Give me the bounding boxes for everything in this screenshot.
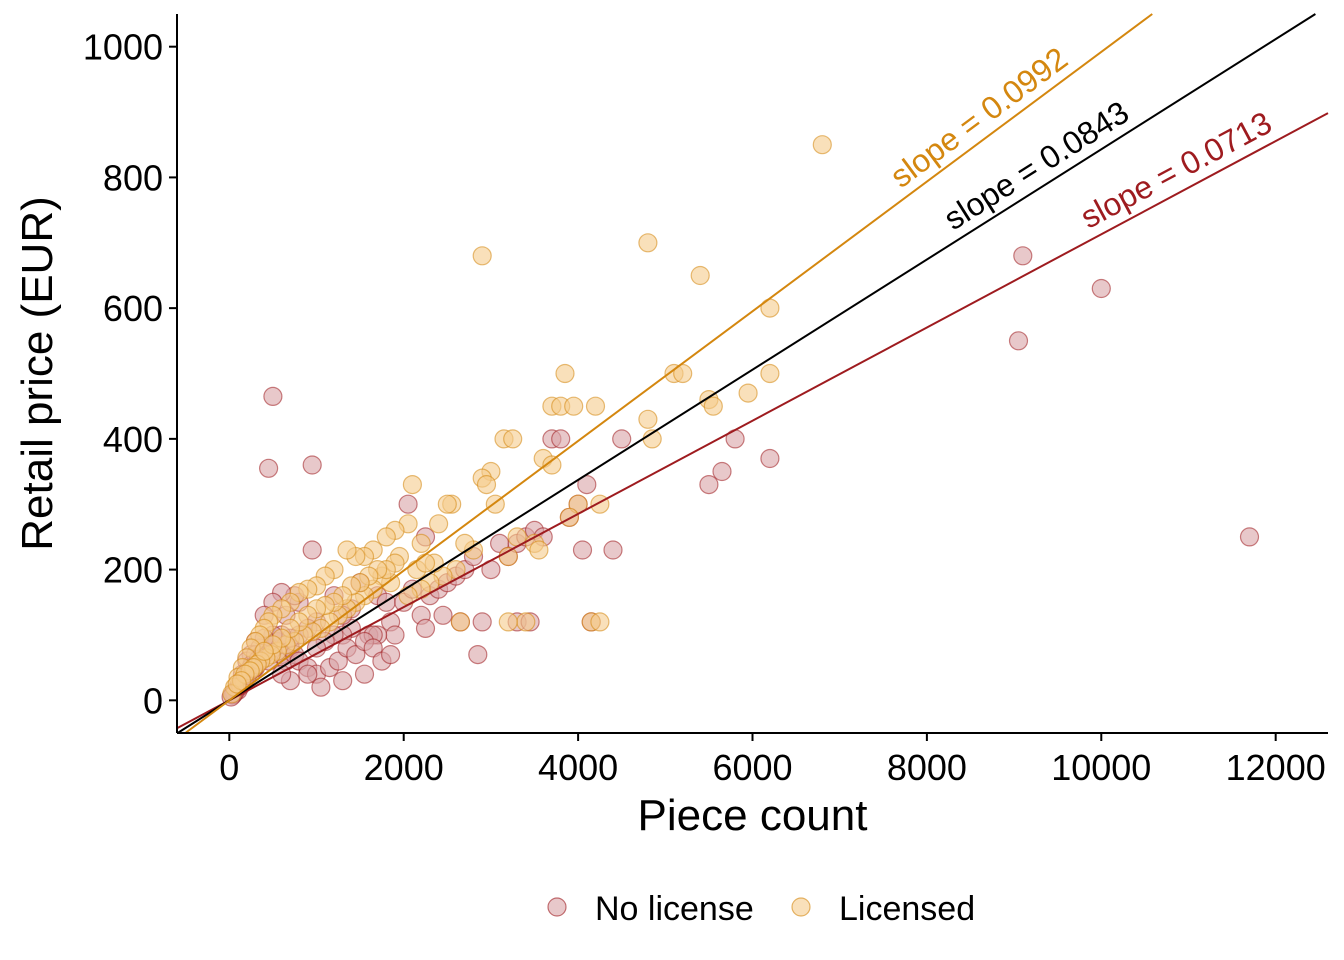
legend-label-no-license: No license — [595, 890, 754, 928]
x-tick-label: 4000 — [538, 747, 618, 788]
point-licensed — [476, 475, 497, 495]
point-no-license — [468, 644, 488, 665]
point-licensed — [559, 507, 580, 527]
point-licensed — [585, 396, 606, 416]
point-licensed — [455, 533, 475, 554]
y-tick-label: 1000 — [83, 27, 163, 68]
point-licensed — [254, 641, 274, 661]
slope-labels: slope = 0.0992 slope = 0.0843 slope = 0.… — [883, 40, 1277, 237]
point-licensed — [760, 363, 780, 384]
point-no-license — [259, 458, 279, 478]
point-no-license — [398, 494, 418, 514]
point-licensed — [564, 396, 584, 416]
point-no-license — [712, 461, 732, 482]
x-axis-title: Piece count — [638, 791, 868, 840]
point-no-license — [381, 644, 401, 665]
legend: No license Licensed — [547, 890, 975, 928]
point-licensed — [411, 533, 431, 554]
point-licensed — [555, 363, 575, 384]
y-tick-label: 0 — [143, 680, 163, 721]
y-tick-label: 600 — [103, 288, 163, 329]
point-licensed — [337, 540, 357, 560]
point-licensed — [638, 409, 658, 429]
y-tick-label: 800 — [103, 157, 163, 198]
point-licensed — [472, 246, 492, 266]
point-no-license — [263, 386, 283, 406]
point-no-license — [298, 664, 318, 684]
point-licensed — [415, 553, 436, 573]
y-tick-label: 200 — [103, 550, 163, 591]
point-no-license — [311, 677, 331, 697]
y-tick-label: 400 — [103, 419, 163, 460]
fit-line-licensed — [184, 13, 1153, 734]
point-no-license — [302, 455, 322, 475]
point-no-license — [612, 429, 632, 449]
point-no-license — [385, 625, 405, 645]
fit-line-overall — [177, 13, 1316, 734]
point-no-license — [1091, 278, 1111, 299]
x-tick-label: 10000 — [1051, 747, 1151, 788]
x-tick-label: 2000 — [364, 747, 444, 788]
x-tick-label: 0 — [219, 747, 239, 788]
point-no-license — [472, 612, 492, 632]
point-no-license — [433, 605, 453, 625]
point-licensed — [516, 612, 536, 632]
point-licensed — [529, 540, 549, 560]
points-layer — [221, 135, 1260, 707]
point-licensed — [542, 455, 562, 475]
x-tick-label: 8000 — [887, 747, 967, 788]
fit-line-no-license — [176, 112, 1329, 730]
y-axis-title: Retail price (EUR) — [13, 196, 62, 551]
point-no-license — [333, 671, 353, 691]
point-no-license — [1239, 527, 1260, 547]
x-tick-label: 6000 — [712, 747, 792, 788]
point-licensed — [503, 429, 523, 449]
fit-lines-layer — [176, 13, 1329, 734]
point-licensed — [638, 233, 658, 253]
point-no-license — [699, 475, 719, 495]
point-no-license — [302, 540, 322, 560]
point-licensed — [690, 265, 710, 286]
point-licensed — [437, 494, 457, 514]
legend-marker-no-license — [547, 897, 567, 917]
y-ticks: 0 200 400 600 800 1000 — [83, 27, 177, 721]
point-no-license — [760, 448, 780, 469]
point-licensed — [227, 674, 247, 694]
point-licensed — [450, 612, 470, 632]
legend-marker-licensed — [791, 897, 811, 917]
x-tick-label: 12000 — [1226, 747, 1326, 788]
point-no-license — [572, 540, 593, 560]
point-licensed — [590, 612, 610, 632]
point-no-license — [551, 429, 571, 449]
point-licensed — [673, 363, 693, 384]
point-licensed — [812, 135, 832, 155]
legend-label-licensed: Licensed — [839, 890, 975, 928]
point-no-license — [415, 618, 436, 639]
point-no-license — [354, 664, 375, 684]
point-licensed — [402, 475, 422, 495]
point-no-license — [603, 540, 623, 560]
point-licensed — [376, 527, 396, 547]
point-no-license — [1013, 246, 1033, 266]
x-ticks: 0 2000 4000 6000 8000 10000 12000 — [219, 733, 1326, 788]
axes: 0 2000 4000 6000 8000 10000 12000 0 200 400 600 80… — [83, 14, 1328, 788]
point-no-license — [1008, 331, 1029, 351]
point-licensed — [738, 383, 758, 403]
point-licensed — [703, 396, 723, 416]
point-licensed — [498, 612, 518, 632]
point-licensed — [429, 514, 449, 534]
